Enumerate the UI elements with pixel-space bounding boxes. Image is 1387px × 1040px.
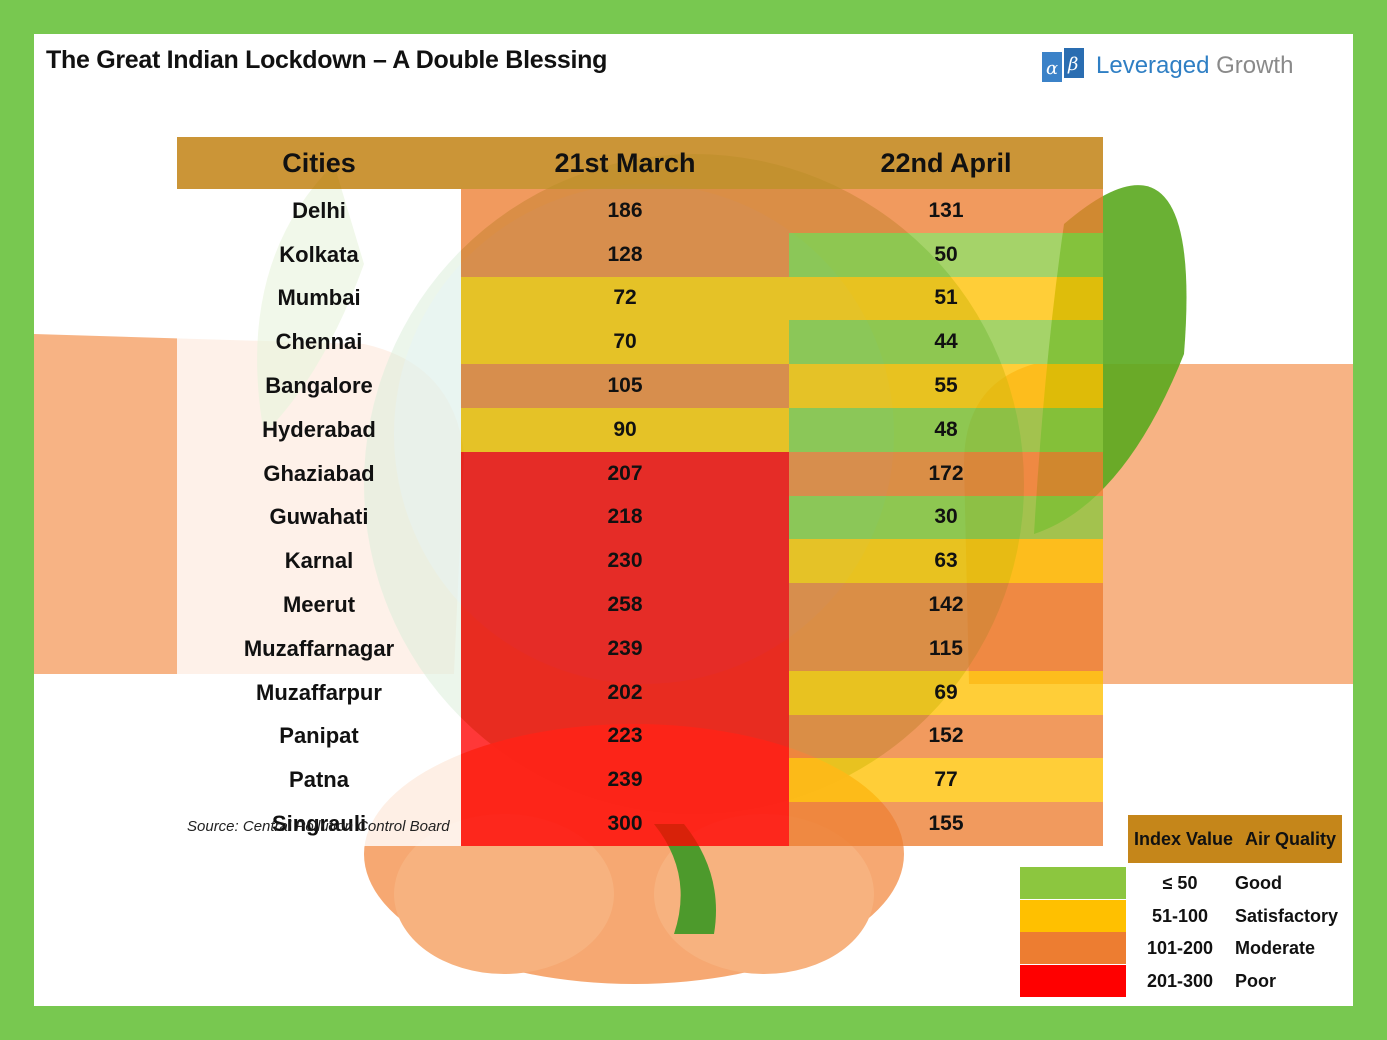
march-aqi-cell: 105 [461, 364, 789, 408]
april-aqi-cell: 152 [789, 714, 1103, 759]
brand-name-part1: Leveraged [1096, 52, 1217, 79]
march-aqi-cell: 207 [461, 451, 789, 496]
city-cell: Singrauli [177, 802, 461, 846]
march-aqi-cell: 230 [461, 539, 789, 584]
table-row: Bangalore 105 55 [177, 364, 1103, 408]
page-title: The Great Indian Lockdown – A Double Ble… [46, 46, 608, 74]
legend-item: 51-100 Satisfactory [1020, 899, 1350, 932]
legend-range: 101-200 [1146, 938, 1214, 958]
legend-swatch [1020, 867, 1126, 899]
march-aqi-cell: 300 [461, 802, 789, 846]
city-cell: Mumbai [177, 276, 461, 321]
city-cell: Delhi [177, 189, 461, 233]
march-aqi-cell: 72 [461, 276, 789, 321]
brand-logo: α β Leveraged Growth [1040, 46, 1293, 86]
legend-swatch [1020, 932, 1126, 964]
march-aqi-cell: 239 [461, 758, 789, 803]
legend-swatch [1020, 899, 1126, 932]
legend-item: 101-200 Moderate [1020, 932, 1350, 964]
city-cell: Muzaffarpur [177, 670, 461, 715]
legend-label: Satisfactory [1235, 905, 1339, 926]
april-aqi-cell: 63 [789, 539, 1103, 584]
march-aqi-cell: 258 [461, 583, 789, 627]
april-aqi-cell: 50 [789, 232, 1103, 277]
table-row: Guwahati 218 30 [177, 495, 1103, 540]
table-row: Hyderabad 90 48 [177, 407, 1103, 452]
table-row: Patna 239 77 [177, 758, 1103, 803]
april-aqi-cell: 55 [789, 364, 1103, 408]
march-aqi-cell: 218 [461, 495, 789, 540]
column-header-march: 21st March [461, 137, 789, 189]
table-row: Meerut 258 142 [177, 583, 1103, 627]
legend-header-index: Index Value [1133, 828, 1234, 849]
aqi-table: Cities 21st March 22nd April Delhi 186 131… [177, 137, 1103, 846]
column-header-april: 22nd April [789, 137, 1103, 189]
table-row: Muzaffarpur 202 69 [177, 670, 1103, 715]
april-aqi-cell: 142 [789, 583, 1103, 627]
table-body: Delhi 186 131 Kolkata 128 50 Mumbai 72 51 Chennai… [177, 189, 1103, 846]
city-cell: Karnal [177, 539, 461, 584]
april-aqi-cell: 48 [789, 407, 1103, 452]
brand-name-part2: Growth [1216, 52, 1294, 79]
city-cell: Chennai [177, 320, 461, 365]
april-aqi-cell: 77 [789, 758, 1103, 803]
legend-header-quality: Air Quality [1244, 828, 1336, 849]
city-cell: Guwahati [177, 495, 461, 540]
april-aqi-cell: 51 [789, 276, 1103, 321]
city-cell: Kolkata [177, 232, 461, 277]
april-aqi-cell: 115 [789, 626, 1103, 671]
column-header-cities: Cities [177, 137, 461, 189]
city-cell: Panipat [177, 714, 461, 759]
svg-text:β: β [1067, 54, 1078, 75]
legend-label: Poor [1235, 970, 1277, 991]
infographic-card: The Great Indian Lockdown – A Double Ble… [34, 34, 1353, 1006]
table-row: Delhi 186 131 [177, 189, 1103, 233]
legend-label: Good [1235, 873, 1282, 893]
legend-swatch [1020, 964, 1126, 997]
table-row: Chennai 70 44 [177, 320, 1103, 365]
march-aqi-cell: 186 [461, 189, 789, 233]
source-note: Source: Central Pollution Control Board [187, 818, 450, 835]
city-cell: Ghaziabad [177, 451, 461, 496]
march-aqi-cell: 202 [461, 670, 789, 715]
april-aqi-cell: 30 [789, 495, 1103, 540]
march-aqi-cell: 90 [461, 407, 789, 452]
legend-range: ≤ 50 [1162, 873, 1198, 893]
city-cell: Muzaffarnagar [177, 626, 461, 671]
march-aqi-cell: 239 [461, 626, 789, 671]
city-cell: Patna [177, 758, 461, 803]
april-aqi-cell: 44 [789, 320, 1103, 365]
legend-item: 201-300 Poor [1020, 964, 1350, 997]
table-row: Kolkata 128 50 [177, 232, 1103, 277]
april-aqi-cell: 155 [789, 802, 1103, 846]
table-row: Muzaffarnagar 239 115 [177, 626, 1103, 671]
table-row: Panipat 223 152 [177, 714, 1103, 759]
march-aqi-cell: 70 [461, 320, 789, 365]
city-cell: Meerut [177, 583, 461, 627]
table-row: Singrauli 300 155 [177, 802, 1103, 846]
april-aqi-cell: 131 [789, 189, 1103, 233]
april-aqi-cell: 172 [789, 451, 1103, 496]
march-aqi-cell: 128 [461, 232, 789, 277]
logo-icon: α β [1042, 48, 1084, 82]
city-cell: Hyderabad [177, 407, 461, 452]
legend-label: Moderate [1235, 938, 1316, 958]
table-header-row: Cities 21st March 22nd April [177, 137, 1103, 189]
brand-name: Leveraged Growth [1096, 52, 1293, 80]
table-row: Ghaziabad 207 172 [177, 451, 1103, 496]
legend-item: ≤ 50 Good [1020, 867, 1350, 899]
svg-text:α: α [1046, 58, 1058, 79]
legend-range: 201-300 [1146, 970, 1214, 991]
march-aqi-cell: 223 [461, 714, 789, 759]
table-row: Mumbai 72 51 [177, 276, 1103, 321]
table-row: Karnal 230 63 [177, 539, 1103, 584]
april-aqi-cell: 69 [789, 670, 1103, 715]
legend-range: 51-100 [1151, 905, 1209, 926]
city-cell: Bangalore [177, 364, 461, 408]
legend-header: Index Value Air Quality [1128, 815, 1342, 863]
